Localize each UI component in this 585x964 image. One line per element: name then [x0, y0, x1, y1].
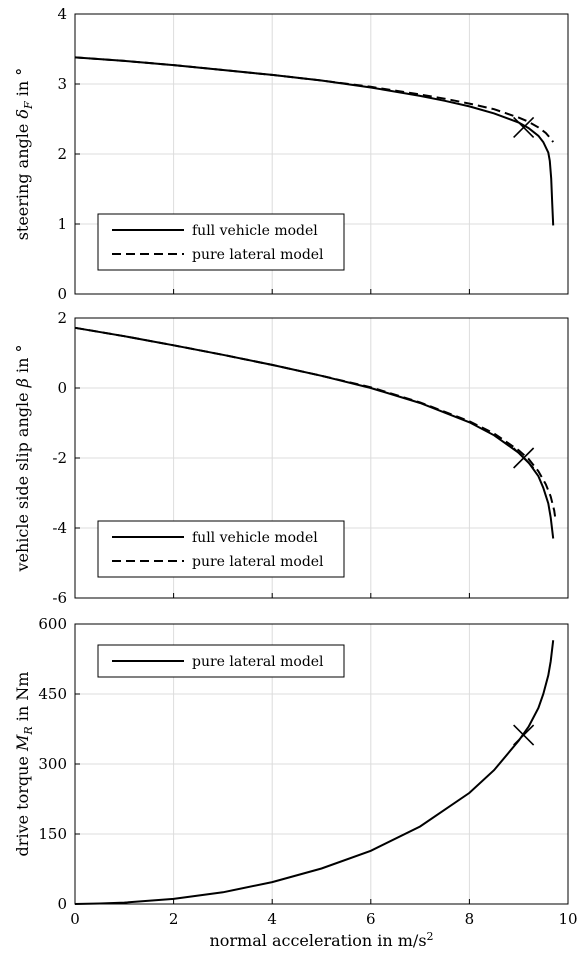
legend-label: pure lateral model	[192, 554, 324, 570]
series-line-pure-lateral-model	[74, 326, 557, 522]
y-tick-label: 0	[57, 895, 67, 913]
y-tick-label: -2	[52, 449, 67, 467]
y-tick-label: 1	[57, 215, 67, 233]
x-tick-label: 2	[169, 910, 179, 928]
x-tick-label: 4	[267, 910, 277, 928]
chart-drive-torque: 0 2 4 6 8 10 0 150 300 450 600 pure lateral model dr…	[13, 615, 578, 950]
axes-box	[74, 317, 569, 599]
y-axis-label: vehicle side slip angle β in °	[13, 344, 32, 572]
y-tick-label: -6	[52, 589, 67, 607]
marker-x	[513, 116, 535, 138]
legend-label: pure lateral model	[192, 247, 324, 263]
y-tick-label: 450	[38, 685, 67, 703]
marker-x	[513, 724, 535, 746]
chart-side-slip-angle: -6 -4 -2 0 2 full vehicle model pure lateral m…	[13, 309, 569, 607]
axes-box	[74, 13, 569, 295]
legend-label: full vehicle model	[192, 530, 318, 546]
x-axis-label: normal acceleration in m/s2	[209, 930, 433, 950]
y-tick-label: 150	[38, 825, 67, 843]
y-tick-label: 3	[57, 75, 67, 93]
y-tick-label: -4	[52, 519, 67, 537]
legend: pure lateral model	[97, 644, 345, 678]
legend-label: pure lateral model	[192, 654, 324, 670]
y-axis-label: steering angle δF in °	[13, 68, 35, 241]
chart-steering-angle: 0 1 2 3 4 full vehicle model pure lateral mode…	[13, 5, 569, 303]
x-tick-label: 6	[366, 910, 376, 928]
legend: full vehicle model pure lateral model	[97, 520, 345, 578]
series-line-pure-lateral-model	[74, 640, 555, 905]
y-axis-label: drive torque MR in Nm	[13, 672, 35, 857]
x-tick-label: 0	[70, 910, 80, 928]
y-tick-label: 600	[38, 615, 67, 633]
marker-x	[513, 447, 535, 469]
y-tick-label: 4	[57, 5, 67, 23]
y-tick-label: 2	[57, 145, 67, 163]
legend: full vehicle model pure lateral model	[97, 213, 345, 271]
legend-label: full vehicle model	[192, 223, 318, 239]
y-tick-label: 300	[38, 755, 67, 773]
axes-box	[74, 623, 569, 905]
x-tick-label: 10	[558, 910, 577, 928]
y-tick-label: 0	[57, 285, 67, 303]
y-tick-label: 0	[57, 379, 67, 397]
x-tick-label: 8	[465, 910, 475, 928]
y-tick-label: 2	[57, 309, 67, 327]
series-line-pure-lateral-model	[74, 56, 555, 143]
